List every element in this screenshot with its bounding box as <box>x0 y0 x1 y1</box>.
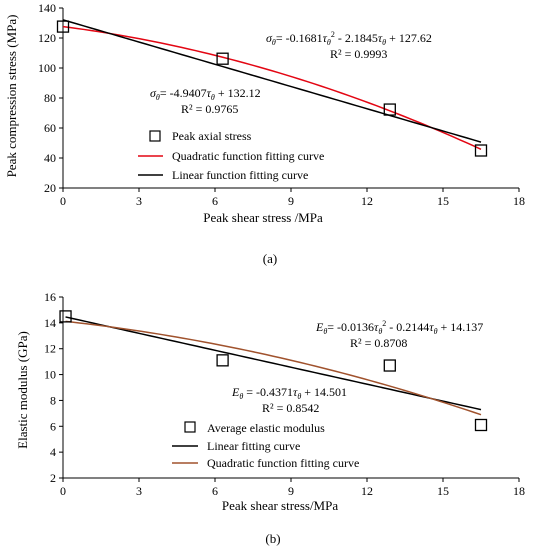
chart-b-legend-label-points: Average elastic modulus <box>207 421 325 435</box>
chart-a-legend-label-quad: Quadratic function fitting curve <box>172 149 324 163</box>
chart-b-y-axis-title: Elastic modulus (GPa) <box>15 331 30 449</box>
chart-a-y-ticks: 20 40 60 80 100 120 140 <box>38 1 63 195</box>
chart-a-y-tick-label: 120 <box>38 31 56 45</box>
chart-b-fit-quadratic <box>65 320 482 416</box>
chart-b-y-tick-label: 14 <box>44 316 56 330</box>
chart-a-points <box>56 20 488 157</box>
chart-a-data-point <box>56 20 70 33</box>
chart-b-data-point <box>216 354 229 367</box>
chart-a-y-tick-label: 80 <box>44 91 56 105</box>
chart-b-x-tick-label: 15 <box>437 484 449 498</box>
chart-b-legend: Average elastic modulus Linear fitting c… <box>172 421 359 470</box>
chart-a-y-axis-title: Peak compression stress (MPa) <box>4 15 19 178</box>
chart-b-x-tick-label: 9 <box>288 484 294 498</box>
chart-a-y-tick-label: 100 <box>38 61 56 75</box>
chart-a-y-tick-label: 20 <box>44 181 56 195</box>
chart-b-data-point <box>59 310 72 323</box>
chart-b-points <box>59 310 488 432</box>
chart-b-x-tick-label: 0 <box>60 484 66 498</box>
chart-b-linear-r2: R² = 0.8542 <box>262 401 319 415</box>
chart-a-x-tick-label: 9 <box>288 194 294 208</box>
chart-a-y-tick-label: 40 <box>44 151 56 165</box>
chart-a-y-tick-label: 60 <box>44 121 56 135</box>
chart-a-data-point <box>383 103 396 116</box>
chart-b-caption: (b) <box>265 531 280 546</box>
chart-a-data-point <box>474 144 488 157</box>
chart-a-x-tick-label: 12 <box>361 194 373 208</box>
chart-a-legend-label-linear: Linear function fitting curve <box>172 168 308 182</box>
chart-b: 2 4 6 8 10 12 14 16 0 3 6 9 12 15 18 Peak shear stres… <box>15 290 525 546</box>
chart-b-quad-r2: R² = 0.8708 <box>350 336 407 350</box>
chart-b-fit-lines <box>65 316 482 416</box>
chart-b-x-tick-label: 6 <box>212 484 218 498</box>
chart-a-legend-label-points: Peak axial stress <box>172 129 252 143</box>
chart-b-y-tick-label: 4 <box>50 445 56 459</box>
chart-a-fit-lines <box>62 19 482 150</box>
chart-a-quad-equation: σθ= -0.1681τθ2 - 2.1845τθ + 127.62 <box>266 30 432 47</box>
chart-b-x-tick-label: 12 <box>361 484 373 498</box>
chart-b-legend-label-linear: Linear fitting curve <box>207 439 300 453</box>
chart-a-x-axis-title: Peak shear stress /MPa <box>203 210 323 225</box>
chart-a-linear-r2: R² = 0.9765 <box>181 102 238 116</box>
chart-b-y-tick-label: 6 <box>50 419 56 433</box>
chart-b-fit-linear <box>65 316 482 411</box>
chart-a-fit-quadratic <box>62 25 482 150</box>
chart-b-y-tick-label: 8 <box>50 393 56 407</box>
chart-b-data-point <box>383 359 396 372</box>
chart-a-fit-linear <box>62 19 482 143</box>
chart-a-quad-r2: R² = 0.9993 <box>330 47 387 61</box>
chart-b-x-axis-title: Peak shear stress/MPa <box>222 498 338 513</box>
chart-a-x-tick-label: 3 <box>136 194 142 208</box>
chart-b-y-tick-label: 12 <box>44 342 56 356</box>
chart-b-legend-label-quad: Quadratic function fitting curve <box>207 456 359 470</box>
chart-b-x-tick-label: 3 <box>136 484 142 498</box>
chart-a-legend: Peak axial stress Quadratic function fit… <box>138 129 324 182</box>
chart-b-legend-marker-points <box>184 421 196 433</box>
chart-a-x-tick-label: 6 <box>212 194 218 208</box>
chart-a-caption: (a) <box>263 251 277 266</box>
chart-a-linear-equation: σθ= -4.9407τθ + 132.12 <box>150 86 261 102</box>
chart-a-x-tick-label: 18 <box>513 194 525 208</box>
chart-b-x-tick-label: 18 <box>513 484 525 498</box>
chart-a-data-point <box>216 52 229 65</box>
chart-b-data-point <box>474 418 488 432</box>
chart-b-quad-equation: Eθ= -0.0136τθ2 - 0.2144τθ + 14.137 <box>315 319 483 336</box>
chart-b-linear-equation: Eθ = -0.4371τθ + 14.501 <box>231 385 347 401</box>
chart-b-y-ticks: 2 4 6 8 10 12 14 16 <box>44 290 63 485</box>
chart-b-y-tick-label: 10 <box>44 368 56 382</box>
chart-a-y-tick-label: 140 <box>38 1 56 15</box>
chart-b-y-tick-label: 2 <box>50 471 56 485</box>
chart-a-x-ticks: 0 3 6 9 12 15 18 <box>60 188 525 208</box>
chart-a: 20 40 60 80 100 120 140 0 3 6 9 12 15 18 Peak shear … <box>4 1 525 266</box>
chart-a-legend-marker-points <box>149 130 161 142</box>
chart-a-x-tick-label: 0 <box>60 194 66 208</box>
chart-b-x-ticks: 0 3 6 9 12 15 18 <box>60 478 525 498</box>
chart-a-x-tick-label: 15 <box>437 194 449 208</box>
chart-b-y-tick-label: 16 <box>44 290 56 304</box>
